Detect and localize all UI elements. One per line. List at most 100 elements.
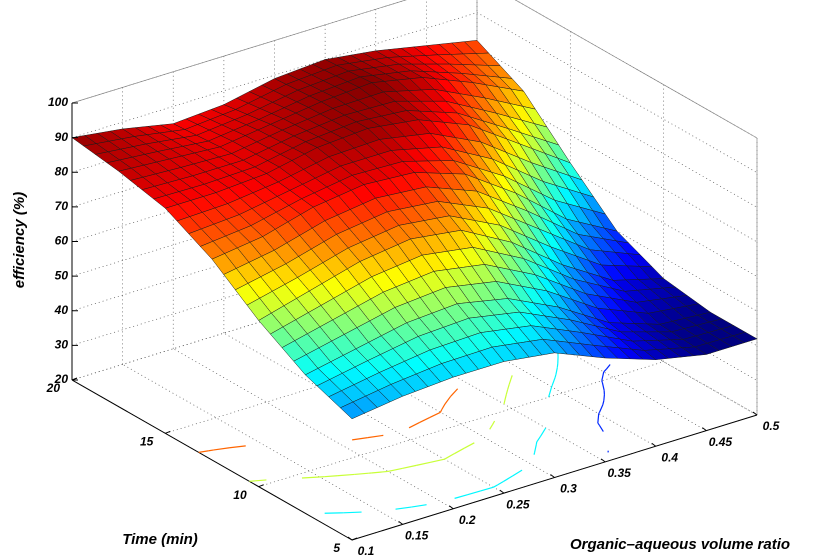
contour-line [510, 375, 513, 379]
z-tick-label: 80 [55, 164, 69, 178]
x-tick [499, 489, 505, 494]
grid-line [173, 348, 454, 510]
contour-line [489, 424, 493, 430]
contour-line [554, 374, 557, 378]
z-tick-label: 20 [54, 372, 69, 386]
x-tick-label: 0.35 [607, 466, 631, 480]
contour-line [463, 442, 475, 449]
contour-line [450, 388, 459, 397]
contour-line [544, 427, 547, 430]
contour-line [601, 380, 603, 383]
contour-line [503, 400, 506, 405]
x-tick-label: 0.2 [459, 513, 476, 527]
grid-line [476, 150, 758, 312]
z-tick-label: 60 [55, 234, 69, 248]
x-tick [398, 520, 403, 525]
contour-line [597, 422, 600, 426]
contour-line [601, 382, 605, 391]
x-tick [550, 474, 555, 478]
contour-line [480, 486, 494, 492]
contour-line [408, 422, 420, 429]
grid-line [476, 12, 758, 173]
contour-line [491, 420, 496, 426]
x-tick-label: 0.15 [405, 529, 429, 543]
z-tick-label: 40 [54, 303, 69, 317]
z-tick-label: 100 [48, 95, 68, 109]
contour-line [536, 435, 542, 443]
x-tick [347, 536, 353, 541]
x-tick [651, 442, 657, 447]
contour-line [354, 472, 369, 476]
box-edge [71, 0, 407, 104]
contour-line [441, 403, 446, 410]
contour-line [454, 447, 465, 455]
z-axis-label: efficiency (%) [11, 192, 28, 288]
x-tick-label: 0.4 [661, 450, 678, 464]
contour-line [430, 458, 445, 463]
y-tick [165, 430, 171, 434]
contour-line [603, 368, 607, 373]
contour-line [439, 409, 443, 413]
grid-line [476, 81, 758, 243]
y-tick-label: 20 [46, 381, 61, 395]
contour-line [597, 413, 600, 424]
x-tick-label: 0.1 [358, 544, 375, 556]
z-tick-label: 50 [55, 268, 69, 282]
contour-line [395, 506, 412, 510]
x-tick [448, 505, 454, 510]
grid-line [476, 254, 758, 416]
x-tick-label: 0.3 [560, 482, 577, 496]
contour-line [601, 371, 605, 381]
surface [71, 40, 758, 420]
contour-line [598, 411, 601, 414]
contour-line [411, 504, 427, 508]
contour-line [454, 494, 468, 499]
box-edge [514, 0, 758, 139]
contour-line [603, 394, 605, 401]
grid-line [223, 332, 505, 494]
contour-line [371, 470, 388, 474]
contour-line [551, 377, 556, 387]
contour-line [512, 469, 523, 477]
contour-line [598, 404, 604, 413]
contour-line [444, 396, 451, 405]
x-tick [752, 411, 758, 416]
y-tick-label: 5 [333, 541, 340, 555]
contour-line [208, 449, 214, 452]
contour-line [324, 475, 338, 478]
contour-line [507, 384, 510, 390]
z-tick-label: 30 [55, 338, 69, 352]
contour-line [449, 395, 452, 398]
contour-line [213, 447, 230, 451]
contour-line [229, 445, 246, 449]
y-tick-label: 10 [233, 488, 247, 502]
y-tick-label: 15 [140, 435, 154, 449]
x-tick [600, 458, 606, 463]
grid-line [476, 220, 758, 381]
contour-line [555, 367, 558, 375]
contour-line [416, 461, 431, 466]
contour-line [502, 475, 514, 483]
contour-line [535, 441, 538, 445]
contour-line [249, 479, 267, 482]
y-tick [71, 377, 78, 381]
grid-line [476, 46, 758, 208]
x-axis-label: Organic–aqueous volume ratio [570, 536, 790, 553]
grid-line [476, 116, 758, 277]
contour-line [602, 400, 605, 405]
x-tick [702, 427, 707, 432]
contour-line [508, 377, 512, 385]
contour-line [198, 450, 209, 453]
contour-line [343, 511, 362, 514]
x-tick-label: 0.45 [709, 435, 733, 449]
contour-line [504, 394, 507, 401]
y-tick [258, 484, 264, 488]
contour-line [367, 434, 384, 439]
contour-line [598, 424, 604, 432]
contour-line [352, 437, 368, 441]
contour-line [301, 476, 320, 479]
contour-line [540, 428, 546, 437]
contour-line [444, 453, 455, 460]
contour-line [493, 484, 499, 488]
x-tick-label: 0.5 [763, 419, 780, 433]
